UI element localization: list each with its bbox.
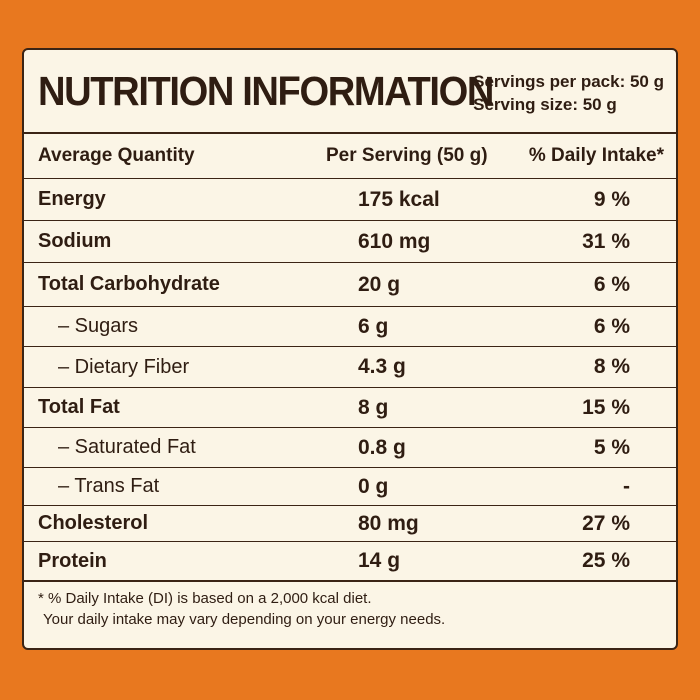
footnote-line-2: Your daily intake may vary depending on …	[43, 611, 446, 628]
daily-intake-value: 5 %	[593, 435, 630, 459]
nutrient-row-sugars: – Sugars 6 g 6 %	[24, 307, 676, 347]
per-serving-value: 80 mg	[358, 511, 419, 535]
nutrient-row-trans-fat: – Trans Fat 0 g -	[24, 468, 676, 506]
daily-intake-value: 6 %	[593, 314, 630, 338]
column-header-daily-intake: % Daily Intake*	[528, 145, 664, 166]
nutrient-name: Protein	[38, 549, 107, 572]
nutrient-name: Energy	[38, 188, 106, 210]
nutrient-name: Total Carbohydrate	[38, 273, 220, 295]
footnote-line-1: * % Daily Intake (DI) is based on a 2,00…	[38, 590, 372, 607]
per-serving-value: 175 kcal	[358, 187, 440, 211]
footnote: * % Daily Intake (DI) is based on a 2,00…	[38, 588, 445, 630]
column-header-quantity: Average Quantity	[38, 145, 195, 166]
daily-intake-value: 6 %	[593, 272, 630, 296]
nutrient-name: Sodium	[38, 230, 112, 252]
per-serving-value: 8 g	[358, 395, 389, 419]
nutrient-row-protein: Protein 14 g 25 %	[24, 542, 676, 582]
per-serving-value: 0 g	[358, 474, 389, 498]
nutrient-name: – Trans Fat	[58, 475, 160, 497]
serving-info: Servings per pack: 50 g Serving size: 50…	[473, 70, 664, 116]
nutrient-row-sodium: Sodium 610 mg 31 %	[24, 221, 676, 263]
label-header: NUTRITION INFORMATION Servings per pack:…	[24, 50, 676, 134]
nutrient-name: – Sugars	[58, 315, 139, 337]
daily-intake-value: -	[623, 474, 630, 498]
column-header-per-serving: Per Serving (50 g)	[326, 145, 488, 166]
nutrition-label: NUTRITION INFORMATION Servings per pack:…	[22, 48, 678, 650]
servings-per-pack: Servings per pack: 50 g	[473, 72, 664, 91]
per-serving-value: 20 g	[358, 272, 401, 296]
per-serving-value: 6 g	[358, 314, 389, 338]
daily-intake-value: 25 %	[582, 549, 630, 572]
nutrient-row-total-fat: Total Fat 8 g 15 %	[24, 388, 676, 428]
per-serving-value: 610 mg	[358, 229, 431, 253]
serving-size: Serving size: 50 g	[473, 95, 617, 114]
nutrient-name: Cholesterol	[38, 512, 149, 534]
per-serving-value: 0.8 g	[358, 435, 406, 459]
nutrient-name: – Dietary Fiber	[58, 355, 190, 378]
daily-intake-value: 9 %	[593, 187, 630, 211]
nutrient-row-dietary-fiber: – Dietary Fiber 4.3 g 8 %	[24, 347, 676, 388]
daily-intake-value: 27 %	[582, 511, 630, 535]
nutrient-row-energy: Energy 175 kcal 9 %	[24, 179, 676, 221]
per-serving-value: 14 g	[358, 549, 401, 572]
daily-intake-value: 31 %	[582, 229, 630, 253]
daily-intake-value: 8 %	[593, 355, 630, 378]
daily-intake-value: 15 %	[582, 395, 630, 419]
nutrient-row-cholesterol: Cholesterol 80 mg 27 %	[24, 506, 676, 542]
column-header-row: Average Quantity Per Serving (50 g) % Da…	[24, 134, 676, 179]
nutrient-row-saturated-fat: – Saturated Fat 0.8 g 5 %	[24, 428, 676, 468]
per-serving-value: 4.3 g	[358, 355, 406, 378]
label-title: NUTRITION INFORMATION	[38, 68, 494, 114]
nutrient-name: Total Fat	[38, 396, 120, 418]
nutrient-row-total-carbohydrate: Total Carbohydrate 20 g 6 %	[24, 263, 676, 307]
nutrient-name: – Saturated Fat	[58, 436, 196, 458]
